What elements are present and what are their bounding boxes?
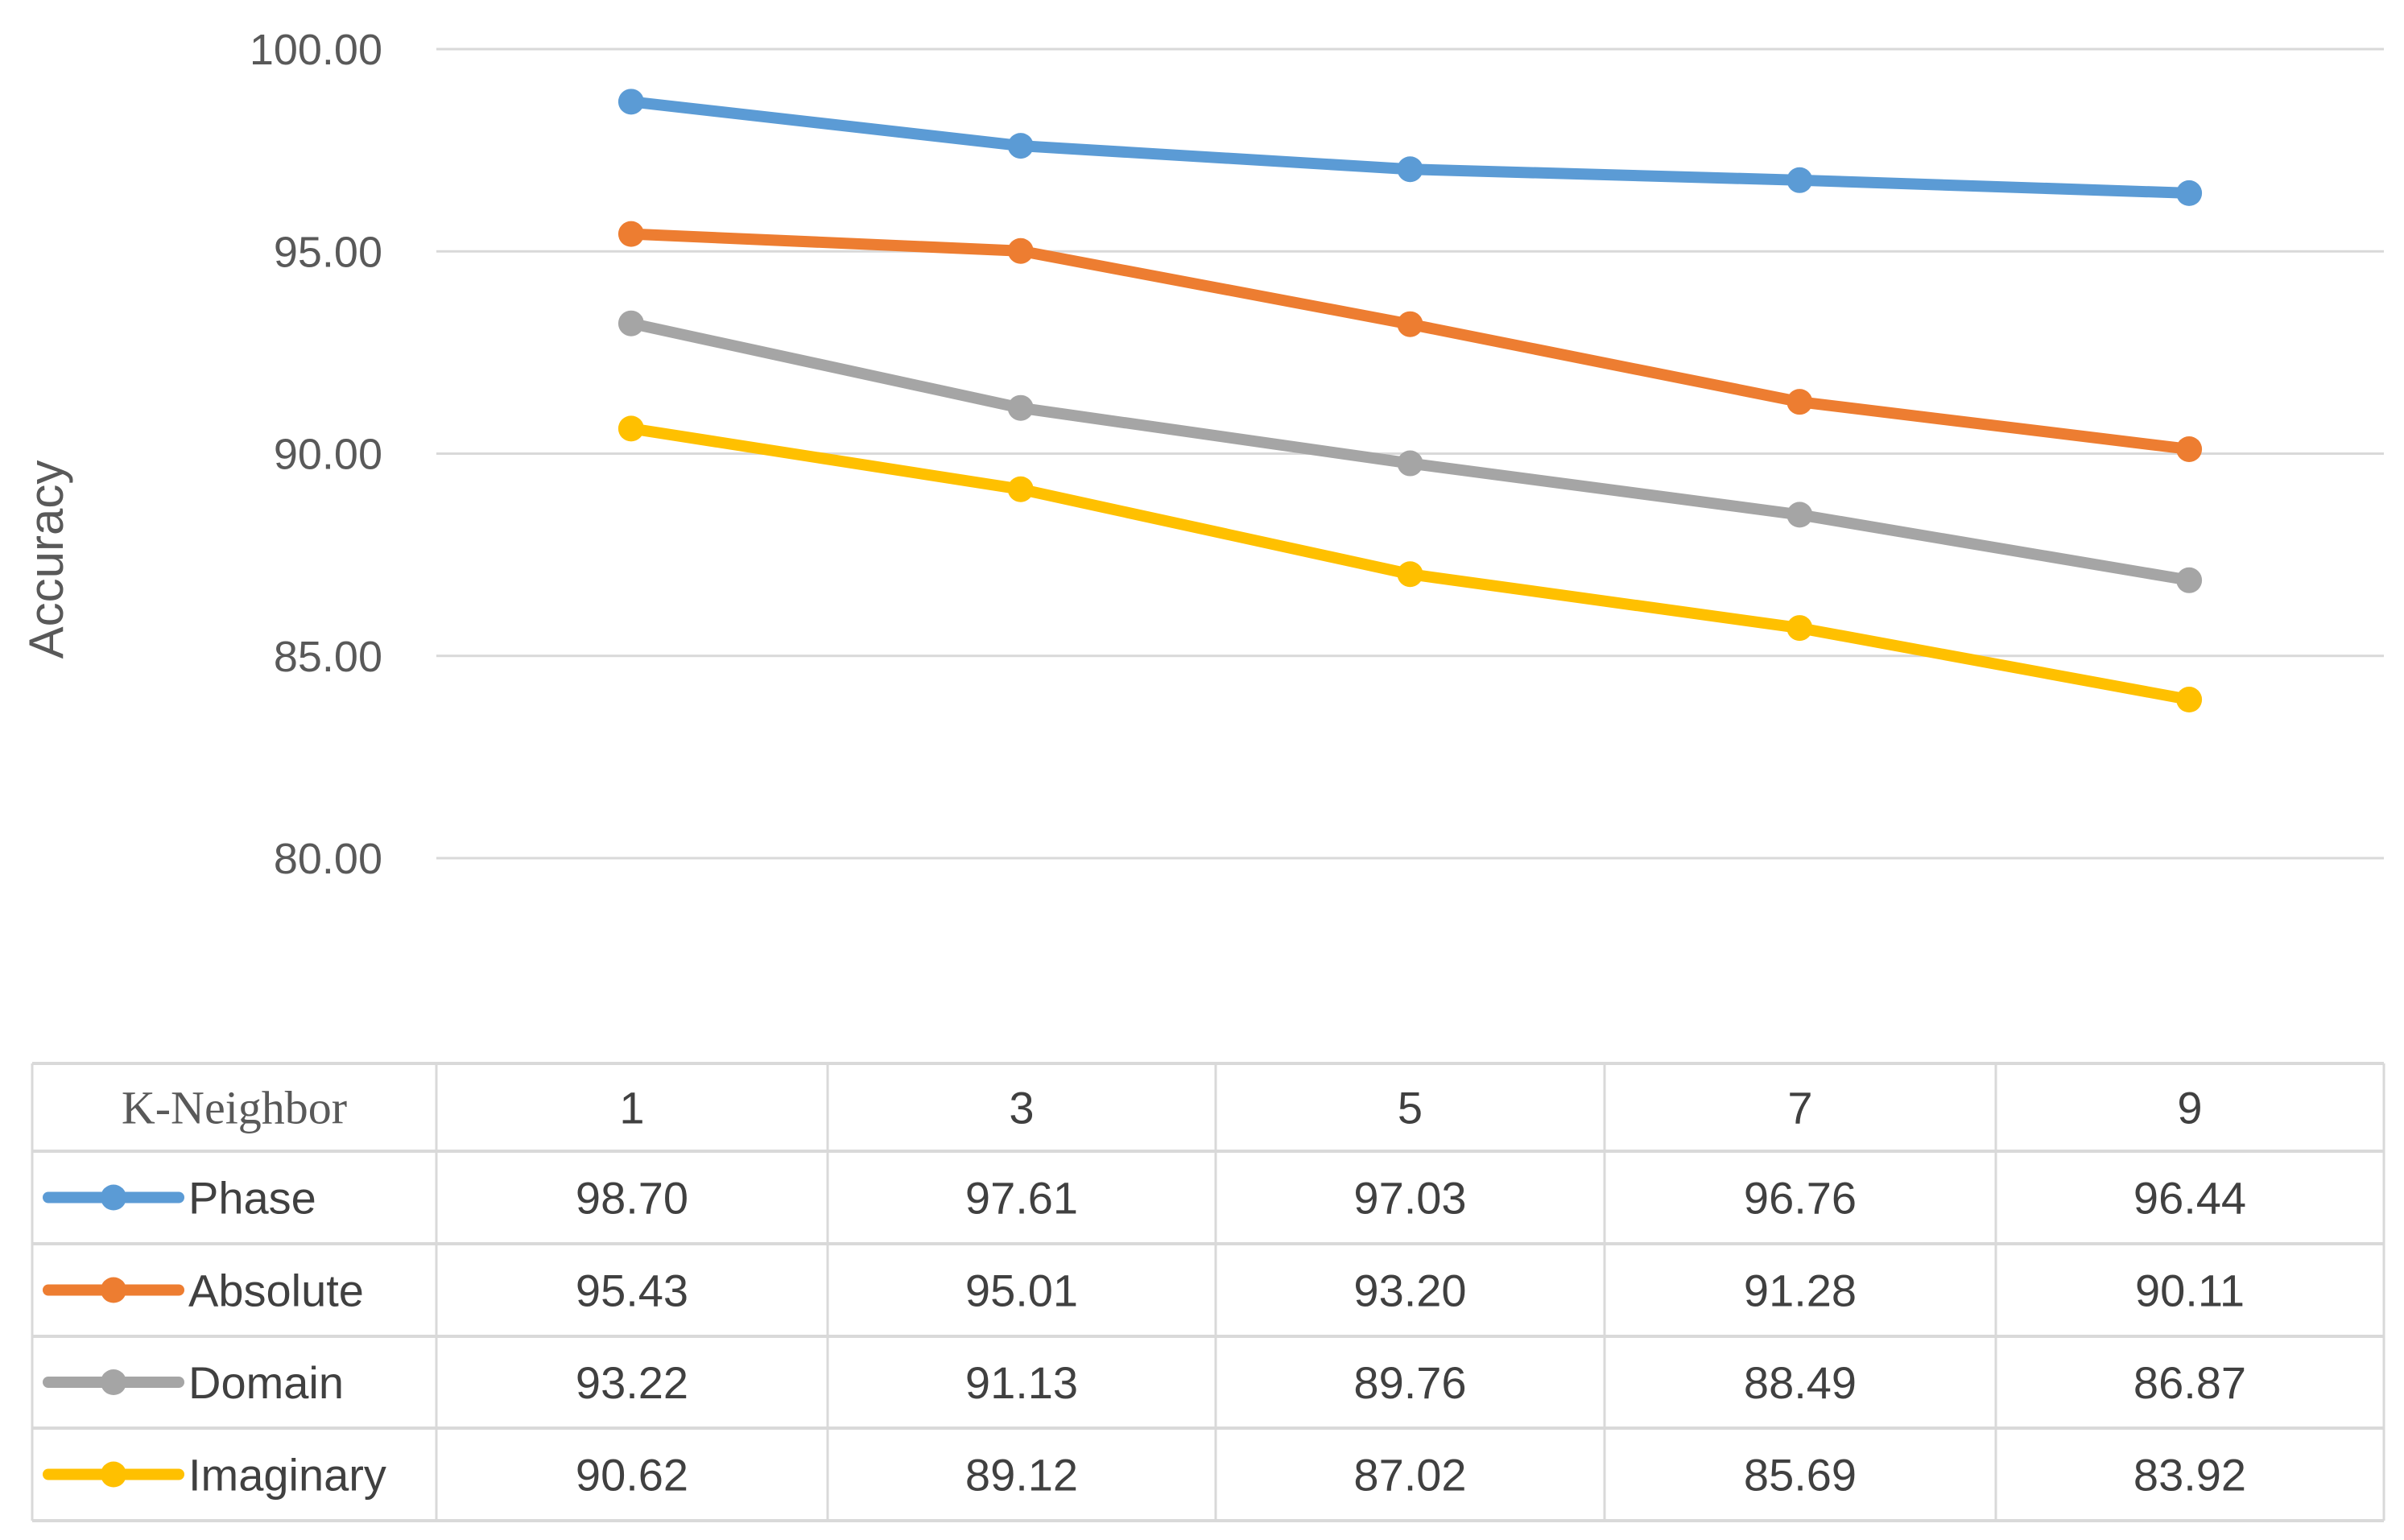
data-point (2176, 687, 2203, 713)
table-cell-value: 87.02 (1353, 1450, 1466, 1501)
table-cell-value: 97.03 (1353, 1173, 1466, 1224)
table-cell-value: 95.01 (965, 1265, 1078, 1316)
series-lines (618, 89, 2203, 713)
series-absolute (618, 221, 2203, 462)
data-point (1397, 561, 1423, 588)
table-header-category: 3 (1009, 1083, 1034, 1133)
data-point (2176, 567, 2203, 593)
legend-series-name: Imaginary (188, 1450, 386, 1501)
table-header-category: 5 (1398, 1083, 1423, 1133)
legend-series-name: Absolute (188, 1265, 364, 1316)
series-domain (618, 310, 2203, 593)
y-tick-label: 90.00 (274, 431, 382, 479)
y-tick-label: 85.00 (274, 633, 382, 681)
data-point (2176, 180, 2203, 206)
table-cell-value: 93.22 (576, 1357, 688, 1408)
table-header-label: K-Neighbor (122, 1082, 347, 1134)
table-cell-value: 85.69 (1744, 1450, 1857, 1501)
table-cell-value: 96.44 (2133, 1173, 2246, 1224)
table-cell-value: 89.76 (1353, 1357, 1466, 1408)
table-cell-value: 97.61 (965, 1173, 1078, 1224)
y-axis-label: Accuracy (19, 460, 73, 659)
data-point (1786, 167, 1813, 193)
table-cell-value: 93.20 (1353, 1265, 1466, 1316)
legend-marker-icon (101, 1184, 126, 1211)
y-tick-label: 95.00 (274, 228, 382, 276)
data-point (1007, 237, 1034, 264)
y-axis-ticks: 80.00 85.00 90.00 95.00 100.00 (250, 26, 382, 883)
table-header-category: 1 (619, 1083, 644, 1133)
data-point (1007, 476, 1034, 502)
legend-series-name: Phase (188, 1173, 316, 1224)
data-point (1397, 156, 1423, 183)
table-cell-value: 89.12 (965, 1450, 1078, 1501)
table-cell-value: 96.76 (1744, 1173, 1857, 1224)
data-point (1007, 394, 1034, 421)
data-point (1786, 502, 1813, 528)
table-cell-value: 95.43 (576, 1265, 688, 1316)
series-phase (618, 89, 2203, 206)
data-point (1397, 450, 1423, 477)
legend-marker-icon (101, 1277, 126, 1303)
series-line (625, 228, 2195, 455)
data-point (618, 221, 644, 247)
table-cell-value: 91.13 (965, 1357, 1078, 1408)
series-imaginary (618, 415, 2203, 713)
table-header-category: 9 (2177, 1083, 2202, 1133)
data-point (1397, 311, 1423, 337)
data-point (618, 310, 644, 336)
data-point (1786, 389, 1813, 415)
legend-series-name: Domain (188, 1357, 344, 1408)
table-cell-value: 98.70 (576, 1173, 688, 1224)
data-table: K-Neighbor 1 3 5 7 9 Phase 98.70 97.61 97.03 96.76… (31, 1062, 2385, 1522)
table-cell-value: 90.62 (576, 1450, 688, 1501)
legend-marker-icon (101, 1461, 126, 1488)
table-cell-value: 91.28 (1744, 1265, 1857, 1316)
table-cell-value: 90.11 (2135, 1265, 2245, 1316)
data-point (1007, 133, 1034, 159)
table-header-category: 7 (1787, 1083, 1812, 1133)
table-cell-value: 83.92 (2133, 1450, 2246, 1501)
data-point (618, 89, 644, 115)
data-point (1786, 615, 1813, 642)
data-point (618, 415, 644, 442)
table-cell-value: 86.87 (2133, 1357, 2246, 1408)
y-tick-label: 100.00 (250, 26, 382, 74)
legend-marker-icon (101, 1369, 126, 1395)
table-cell-value: 88.49 (1744, 1357, 1857, 1408)
y-tick-label: 80.00 (274, 835, 382, 883)
data-point (2176, 436, 2203, 462)
